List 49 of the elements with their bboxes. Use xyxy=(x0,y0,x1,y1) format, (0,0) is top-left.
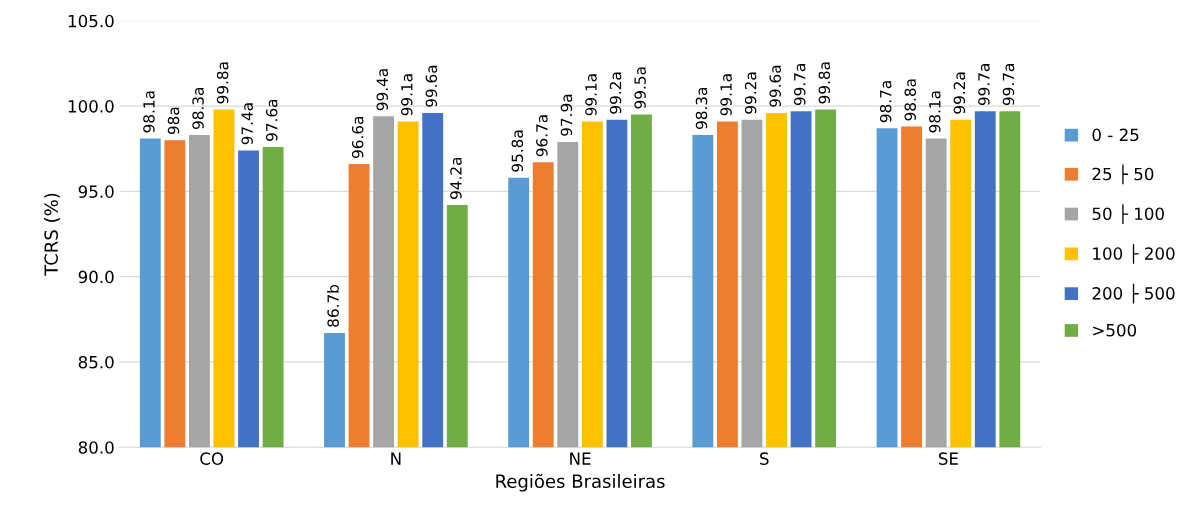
y-tick-label: 100.0 xyxy=(68,100,114,113)
data-label: 99.5a xyxy=(634,67,646,109)
legend-label: >500 xyxy=(1093,323,1137,337)
data-label: 99.7a xyxy=(978,64,990,106)
y-axis-title: TCRS (%) xyxy=(44,193,61,276)
data-label: 99.6a xyxy=(769,65,781,107)
data-label: 99.4a xyxy=(376,69,389,111)
data-label: 99.7a xyxy=(1002,64,1015,106)
data-label: 99.2a xyxy=(744,72,757,114)
x-tick-label: CO xyxy=(200,452,224,465)
y-tick-label: 105.0 xyxy=(68,14,114,28)
legend-label: 25 ├ 50 xyxy=(1092,164,1154,185)
data-label: 99.2a xyxy=(609,72,622,114)
x-tick-label: SE xyxy=(938,452,958,465)
data-label: 99.1a xyxy=(585,74,597,116)
data-label: 98.3a xyxy=(695,87,708,129)
legend-label: 50 ├ 100 xyxy=(1092,204,1164,224)
data-label: 97.9a xyxy=(560,94,573,136)
data-label: 96.7a xyxy=(536,115,548,157)
data-label: 95.8a xyxy=(511,130,524,172)
y-tick-label: 85.0 xyxy=(78,355,114,369)
data-label: 99.1a xyxy=(720,74,732,116)
data-label: 96.6a xyxy=(351,116,364,158)
x-tick-label: NE xyxy=(570,452,591,465)
data-label: 98a xyxy=(167,107,180,135)
data-label: 99.2a xyxy=(953,72,966,114)
legend-label: 200 ├ 500 xyxy=(1092,283,1175,304)
data-label: 98.1a xyxy=(929,91,941,133)
legend-label: 0 - 25 xyxy=(1092,128,1139,142)
legend-label: 100 ├ 200 xyxy=(1093,244,1175,264)
data-label: 98.8a xyxy=(904,79,917,121)
data-label: 99.7a xyxy=(793,64,806,106)
y-tick-label: 90.0 xyxy=(78,270,114,284)
x-tick-label: S xyxy=(760,452,769,465)
data-label: 98.3a xyxy=(192,87,204,129)
x-axis-title: Regiões Brasileiras xyxy=(496,473,665,492)
y-tick-label: 95.0 xyxy=(78,185,114,198)
data-label: 97.6a xyxy=(265,99,278,141)
data-label: 97.4a xyxy=(241,103,253,145)
x-tick-label: N xyxy=(391,452,401,465)
data-label: 86.7b xyxy=(327,284,339,327)
data-label: 99.8a xyxy=(216,62,229,104)
y-tick-label: 80.0 xyxy=(78,441,114,454)
data-label: 99.8a xyxy=(818,62,831,104)
data-label: 98.7a xyxy=(879,81,892,123)
data-label: 98.1a xyxy=(143,91,155,133)
data-label: 99.6a xyxy=(425,65,438,107)
data-label: 94.2a xyxy=(450,157,462,199)
data-label: 99.1a xyxy=(401,74,413,116)
